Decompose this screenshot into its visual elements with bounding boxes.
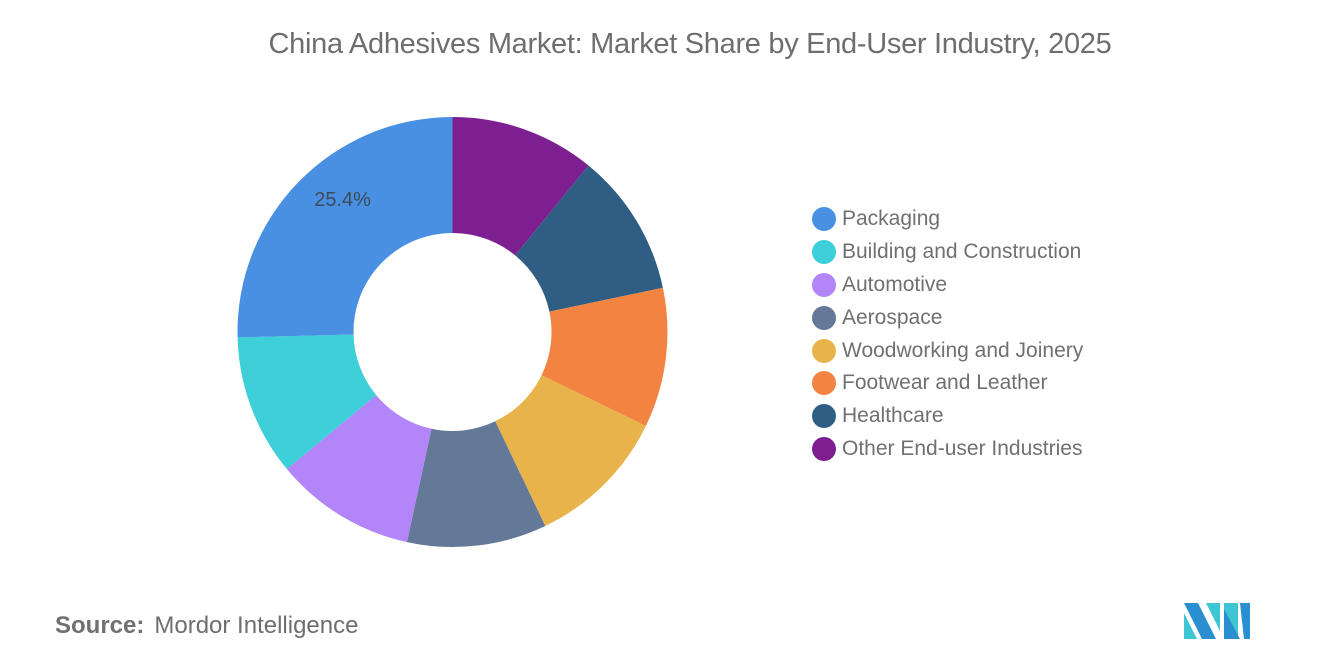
legend-swatch-icon [812,338,836,363]
legend-swatch-icon [812,272,836,297]
source-label: Source: [55,612,145,639]
legend-swatch-icon [812,240,836,265]
donut-segment-other-end-user-industries [452,117,589,256]
donut-segment-building-and-construction [237,334,377,470]
source-note: Source: Mordor Intelligence [55,612,358,640]
legend-label: Other End-user Industries [842,436,1083,460]
legend-item: Aerospace [812,301,1083,334]
legend-label: Healthcare [842,404,944,428]
legend-swatch-icon [812,371,836,396]
chart-legend: Packaging Building and Construction Automo… [812,203,1083,465]
legend-swatch-icon [812,207,836,232]
donut-segment-packaging [237,117,453,338]
donut-segment-healthcare [515,165,663,312]
donut-segment-automotive [286,395,432,543]
donut-segment-woodworking-and-joinery [495,375,646,526]
legend-item: Other End-user Industries [812,433,1083,466]
legend-swatch-icon [812,404,836,429]
legend-label: Woodworking and Joinery [842,338,1084,362]
legend-label: Building and Construction [842,240,1082,264]
mordor-intelligence-logo-icon [1184,603,1250,639]
legend-label: Automotive [842,272,948,296]
data-label: 25.4% [314,189,371,211]
legend-item: Building and Construction [812,236,1083,269]
donut-segment-aerospace [406,421,546,547]
legend-item: Footwear and Leather [812,367,1083,400]
legend-swatch-icon [812,305,836,330]
source-value: Mordor Intelligence [154,612,359,639]
legend-item: Woodworking and Joinery [812,334,1083,367]
legend-item: Packaging [812,203,1083,236]
legend-item: Healthcare [812,400,1083,433]
donut-chart: 25.4% [237,117,668,547]
legend-swatch-icon [812,436,836,461]
legend-label: Packaging [842,207,941,231]
legend-label: Aerospace [842,305,943,329]
legend-label: Footwear and Leather [842,371,1048,395]
donut-segment-footwear-and-leather [541,287,668,426]
chart-title: China Adhesives Market: Market Share by … [268,28,1112,60]
legend-item: Automotive [812,269,1083,302]
